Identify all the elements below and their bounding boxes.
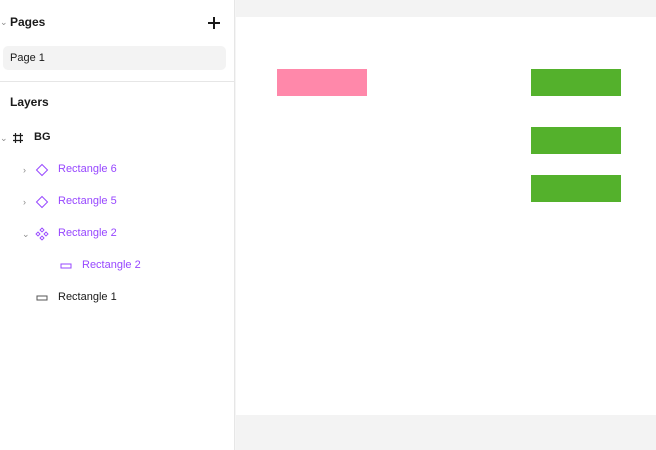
layer-row[interactable]: › Rectangle 5 — [0, 190, 235, 214]
layer-row[interactable]: › Rectangle 6 — [0, 158, 235, 182]
layers-title: Layers — [10, 95, 49, 109]
layer-label: Rectangle 2 — [58, 227, 117, 239]
green-rectangle[interactable] — [531, 69, 621, 96]
chevron-down-icon[interactable]: ⌄ — [0, 133, 8, 143]
chevron-down-icon[interactable]: ⌄ — [0, 17, 8, 27]
canvas-background[interactable] — [236, 0, 656, 17]
layer-label: Rectangle 6 — [58, 163, 117, 175]
chevron-right-icon[interactable]: › — [23, 197, 26, 207]
page-item-label: Page 1 — [10, 52, 45, 64]
left-panel: ⌄ Pages Page 1 Layers ⌄ BG › Rectangle 6 — [0, 0, 235, 450]
layers-section-header: Layers — [0, 84, 235, 120]
layer-row[interactable]: ⌄ BG — [0, 126, 235, 150]
bg-frame[interactable] — [236, 17, 656, 415]
green-rectangle[interactable] — [531, 175, 621, 202]
layer-label: Rectangle 2 — [82, 259, 141, 271]
green-rectangle[interactable] — [531, 127, 621, 154]
component-instance-diamond-icon — [35, 195, 49, 209]
chevron-down-icon[interactable]: ⌄ — [22, 229, 30, 239]
canvas-background[interactable] — [236, 415, 656, 450]
divider — [0, 81, 235, 82]
layer-row[interactable]: Rectangle 2 — [0, 254, 235, 278]
chevron-right-icon[interactable]: › — [23, 165, 26, 175]
frame-hash-icon — [13, 133, 23, 143]
pink-rectangle[interactable] — [277, 69, 367, 96]
layer-row[interactable]: ⌄ Rectangle 2 — [0, 222, 235, 246]
pages-section-header[interactable]: ⌄ Pages — [0, 4, 235, 40]
layer-row[interactable]: Rectangle 1 — [0, 286, 235, 310]
add-page-icon[interactable] — [207, 16, 221, 30]
main-component-icon — [35, 227, 49, 241]
layer-label: BG — [34, 131, 51, 143]
layer-label: Rectangle 1 — [58, 291, 117, 303]
page-item[interactable]: Page 1 — [3, 46, 226, 70]
rectangle-icon — [60, 263, 72, 269]
layer-label: Rectangle 5 — [58, 195, 117, 207]
rectangle-icon — [36, 295, 48, 301]
component-instance-diamond-icon — [35, 163, 49, 177]
pages-title: Pages — [10, 15, 46, 29]
